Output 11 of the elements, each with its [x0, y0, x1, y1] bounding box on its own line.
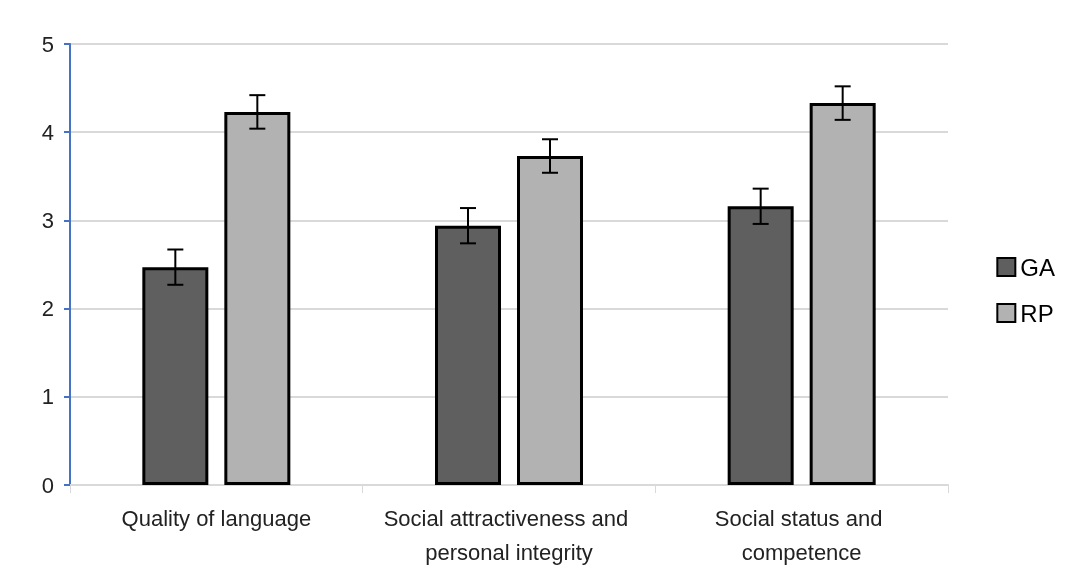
y-tick-label: 2 — [41, 296, 54, 322]
x-tick-label: Social status and competence — [714, 505, 889, 565]
y-tick-label: 4 — [41, 119, 54, 145]
legend-label: RP — [1020, 299, 1054, 327]
y-tick-label: 3 — [41, 207, 54, 233]
legend-label: GA — [1020, 253, 1056, 281]
y-tick-label: 0 — [41, 472, 54, 498]
x-tick-label: Quality of language — [121, 505, 312, 531]
y-tick-label: 1 — [41, 384, 54, 410]
y-tick-label: 5 — [41, 31, 54, 57]
x-tick-label: Social attractiveness and personal integrity — [383, 505, 635, 565]
